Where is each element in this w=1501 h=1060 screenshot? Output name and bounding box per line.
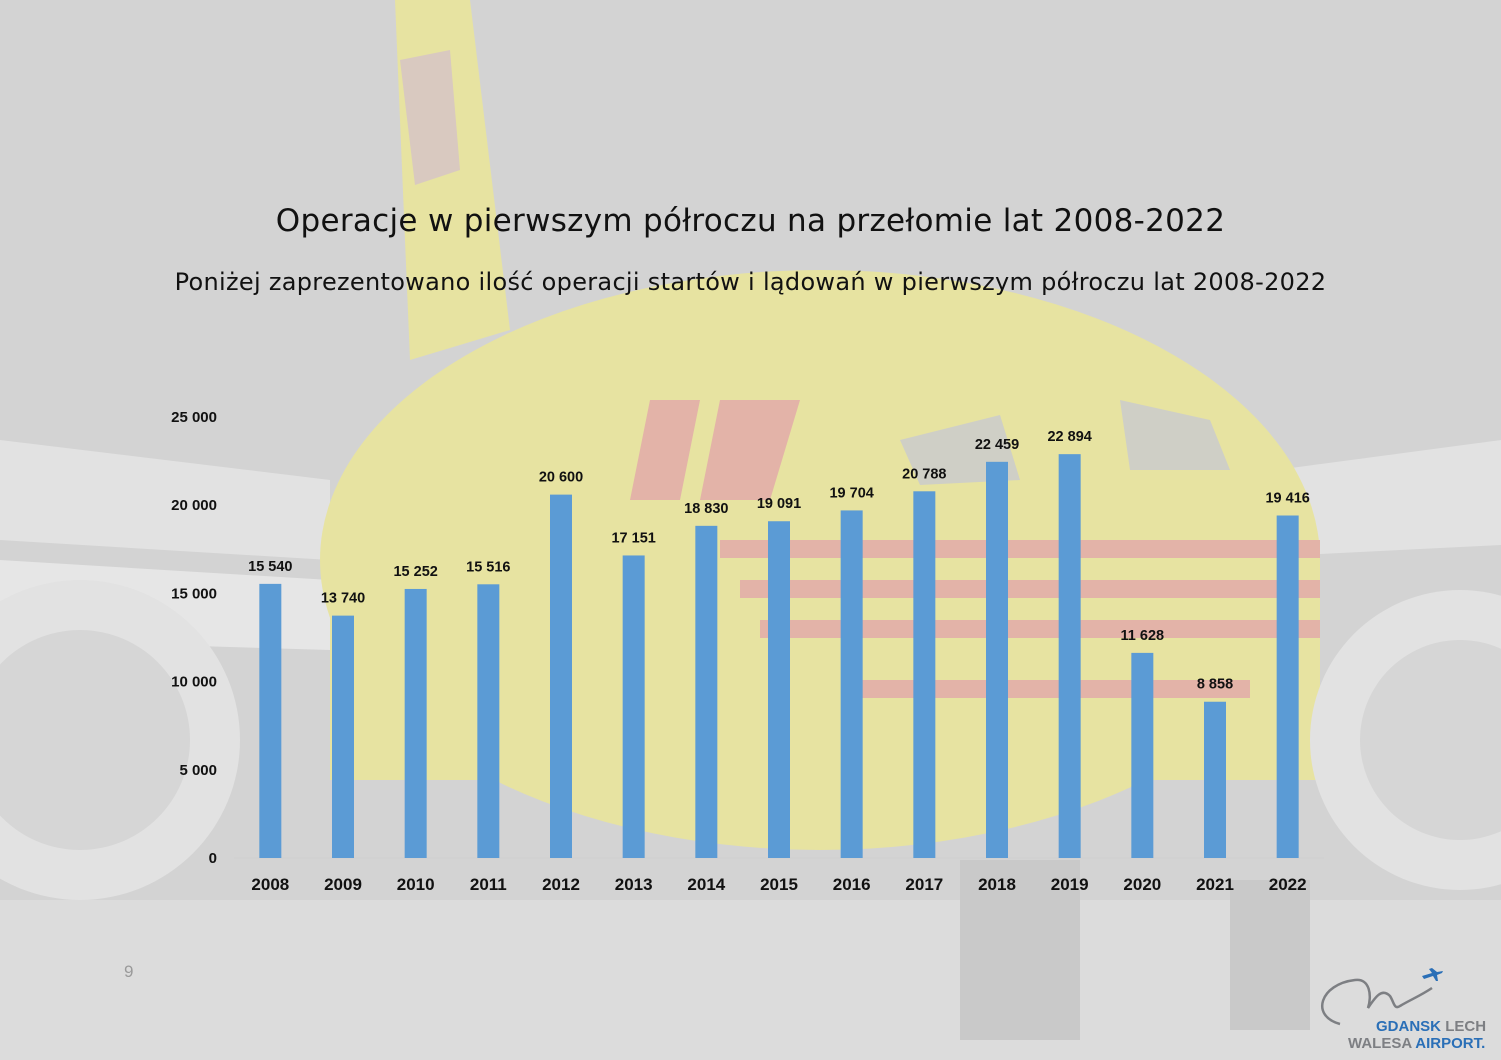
bar-2010 bbox=[404, 588, 427, 858]
y-tick-label: 20 000 bbox=[171, 497, 217, 514]
logo-text-walesa: WALESA bbox=[1348, 1035, 1412, 1052]
bar-2021 bbox=[1204, 701, 1226, 858]
bar-2018 bbox=[986, 461, 1008, 858]
x-tick-label: 2015 bbox=[760, 875, 798, 894]
airport-logo-mark bbox=[1321, 968, 1443, 1026]
bar-2014 bbox=[695, 525, 718, 858]
bar-2019 bbox=[1058, 454, 1081, 858]
x-tick-label: 2016 bbox=[833, 875, 871, 894]
bar-2008 bbox=[259, 583, 282, 858]
data-label-2014: 18 830 bbox=[684, 501, 728, 517]
page-number: 9 bbox=[124, 962, 134, 981]
bar-2012 bbox=[550, 494, 572, 858]
data-label-2017: 20 788 bbox=[902, 466, 946, 482]
x-tick-label: 2009 bbox=[324, 875, 362, 894]
y-tick-label: 0 bbox=[209, 850, 217, 867]
data-label-2016: 19 704 bbox=[829, 485, 873, 501]
bar-2022 bbox=[1276, 515, 1299, 858]
bar-2016 bbox=[840, 510, 863, 858]
bars bbox=[259, 454, 1299, 858]
x-tick-label: 2008 bbox=[251, 875, 289, 894]
data-label-2019: 22 894 bbox=[1047, 429, 1091, 445]
x-tick-label: 2013 bbox=[615, 875, 653, 894]
data-label-2011: 15 516 bbox=[466, 559, 510, 575]
bar-2009 bbox=[332, 615, 354, 858]
data-label-2008: 15 540 bbox=[248, 559, 292, 575]
y-tick-label: 15 000 bbox=[171, 585, 217, 602]
x-tick-label: 2012 bbox=[542, 875, 580, 894]
x-tick-label: 2014 bbox=[687, 875, 725, 894]
x-axis: 2008 2009 2010 2011 2012 2013 2014 2015 2016 2017… bbox=[251, 875, 1306, 894]
data-label-2020: 11 628 bbox=[1121, 628, 1165, 644]
data-labels: 15 540 13 740 15 252 15 516 20 600 17 151 18 8… bbox=[248, 429, 1310, 693]
bar-2013 bbox=[622, 555, 645, 858]
data-label-2022: 19 416 bbox=[1265, 491, 1309, 507]
x-tick-label: 2011 bbox=[470, 875, 507, 894]
data-label-2021: 8 858 bbox=[1197, 677, 1233, 693]
x-tick-label: 2020 bbox=[1123, 875, 1161, 894]
data-label-2010: 15 252 bbox=[393, 564, 437, 580]
chart-title: Operacje w pierwszym półroczu na przełom… bbox=[275, 203, 1226, 239]
x-tick-label: 2019 bbox=[1051, 875, 1089, 894]
y-axis: 0 5 000 10 000 15 000 20 000 25 000 bbox=[171, 409, 217, 867]
data-label-2018: 22 459 bbox=[975, 437, 1019, 453]
data-label-2009: 13 740 bbox=[321, 591, 365, 607]
y-tick-label: 10 000 bbox=[171, 674, 217, 691]
data-label-2015: 19 091 bbox=[757, 496, 801, 512]
bar-2015 bbox=[768, 521, 790, 858]
data-label-2013: 17 151 bbox=[611, 530, 655, 546]
airport-logo: GDANSK LECH WALESA AIRPORT. bbox=[1310, 966, 1500, 1058]
x-tick-label: 2021 bbox=[1196, 875, 1234, 894]
bar-2017 bbox=[913, 491, 936, 858]
y-tick-label: 5 000 bbox=[179, 762, 217, 779]
x-tick-label: 2017 bbox=[905, 875, 943, 894]
data-label-2012: 20 600 bbox=[539, 470, 583, 486]
x-tick-label: 2022 bbox=[1269, 875, 1307, 894]
logo-text-gdansk: GDANSK bbox=[1376, 1018, 1442, 1035]
y-tick-label: 25 000 bbox=[171, 409, 217, 426]
bar-2020 bbox=[1131, 652, 1154, 858]
logo-text-airport: AIRPORT. bbox=[1415, 1035, 1486, 1052]
bar-2011 bbox=[477, 584, 500, 858]
logo-text-lech: LECH bbox=[1445, 1018, 1487, 1035]
x-tick-label: 2010 bbox=[397, 875, 435, 894]
chart-subtitle: Poniżej zaprezentowano ilość operacji st… bbox=[174, 268, 1327, 296]
x-tick-label: 2018 bbox=[978, 875, 1016, 894]
